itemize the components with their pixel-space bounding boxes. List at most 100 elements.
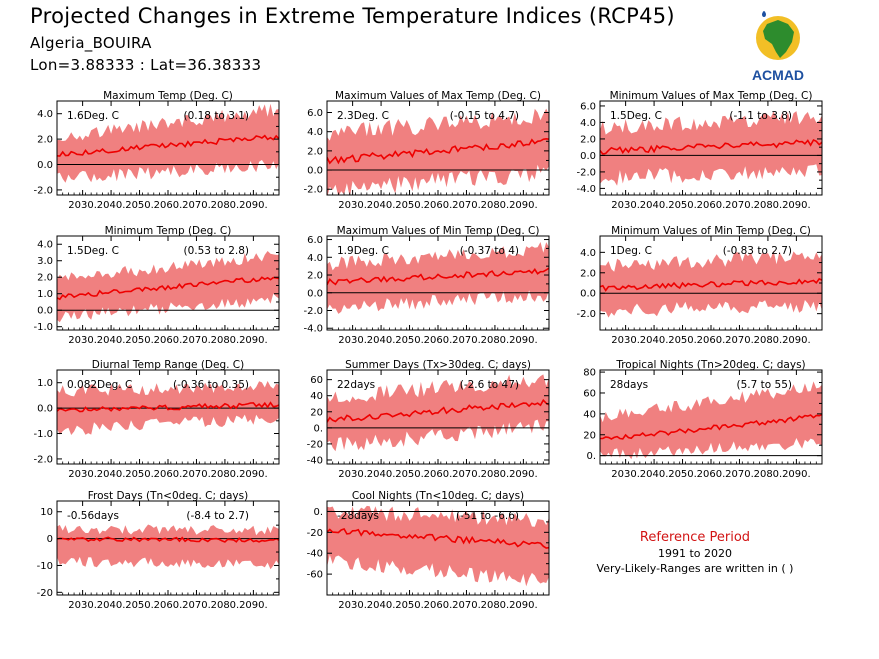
median-line	[600, 138, 822, 155]
x-tick-label: 2030.	[68, 600, 97, 611]
x-tick-label: 2030.	[338, 335, 367, 346]
likely-range-band	[600, 111, 822, 186]
chart-panel: -4.0 -2.0 0.0 2.0 4.0 6.0 2030. 2040. 2050. 2060.…	[576, 90, 823, 211]
y-tick-label: 80	[583, 368, 596, 379]
panel-title: Summer Days (Tx>30deg. C; days)	[345, 359, 531, 371]
x-tick-label: 2070.	[182, 200, 211, 211]
chart-panel: -4.0 -2.0 0.0 2.0 4.0 6.0 2030. 2040. 2050. 2060.…	[303, 225, 550, 346]
y-tick-label: 0.0	[580, 151, 596, 162]
x-tick-label: 2090.	[782, 335, 811, 346]
likely-range-band	[57, 103, 279, 183]
y-tick-label: 20	[310, 407, 323, 418]
y-tick-label: 60	[583, 388, 596, 399]
y-tick-label: 4.0	[580, 118, 596, 129]
likely-range-label: (-8.4 to 2.7)	[186, 510, 249, 522]
plot-area	[327, 374, 549, 452]
median-line	[327, 267, 549, 286]
likely-range-label: (0.18 to 3.1)	[184, 110, 250, 122]
header: Projected Changes in Extreme Temperature…	[0, 0, 879, 90]
change-value: 22days	[337, 379, 375, 391]
reference-info: Reference Period 1991 to 2020 Very-Likel…	[580, 530, 810, 575]
x-tick-label: 2070.	[452, 600, 481, 611]
likely-range-band	[327, 242, 549, 314]
likely-range-label: (-2.6 to 47)	[460, 379, 519, 391]
x-tick-label: 2060.	[154, 200, 183, 211]
panel-title: Minimum Values of Min Temp (Deg. C)	[611, 225, 811, 237]
panel-title: Diurnal Temp Range (Deg. C)	[92, 359, 244, 371]
y-tick-label: 2.0	[37, 273, 53, 284]
median-line	[327, 528, 549, 549]
y-tick-label: 4.0	[307, 127, 323, 138]
y-tick-label: -4.0	[576, 184, 596, 195]
acmad-logo: ACMAD	[752, 11, 804, 83]
x-tick-label: 2050.	[395, 335, 424, 346]
x-tick-label: 2080.	[481, 200, 510, 211]
x-tick-label: 2030.	[68, 335, 97, 346]
change-value: 28days	[610, 379, 648, 391]
chart-panel: -60 -40 -20 0. 2030. 2040. 2050. 2060. 2070. 2080…	[307, 490, 550, 611]
median-line	[57, 134, 279, 157]
y-tick-label: 4.0	[307, 253, 323, 264]
median-line	[57, 276, 279, 301]
plot-area	[600, 250, 822, 318]
y-tick-label: 6.0	[307, 235, 323, 246]
y-tick-label: 2.0	[37, 135, 53, 146]
raindrop-icon	[762, 11, 766, 17]
panel-title: Maximum Temp (Deg. C)	[103, 90, 233, 102]
median-line	[600, 277, 822, 292]
page-title: Projected Changes in Extreme Temperature…	[30, 4, 675, 28]
change-value: 1Deg. C	[610, 245, 652, 257]
x-tick-label: 2090.	[509, 200, 538, 211]
x-tick-label: 2070.	[182, 469, 211, 480]
x-tick-label: 2080.	[211, 335, 240, 346]
x-tick-label: 2060.	[154, 600, 183, 611]
y-tick-label: 10	[40, 507, 53, 518]
likely-range-label: (5.7 to 55)	[737, 379, 792, 391]
panel-title: Maximum Values of Max Temp (Deg. C)	[335, 90, 541, 102]
x-tick-label: 2060.	[154, 335, 183, 346]
x-tick-label: 2070.	[452, 335, 481, 346]
x-tick-label: 2030.	[338, 600, 367, 611]
y-tick-label: -20	[37, 588, 53, 599]
x-tick-label: 2060.	[697, 335, 726, 346]
y-tick-label: -4.0	[303, 324, 323, 335]
y-tick-label: 3.0	[37, 256, 53, 267]
y-tick-label: 0.	[313, 423, 323, 434]
y-tick-label: 4.0	[580, 248, 596, 259]
y-tick-label: 20	[583, 430, 596, 441]
x-tick-label: 2050.	[125, 469, 154, 480]
range-note: Very-Likely-Ranges are written in ( )	[596, 562, 794, 575]
x-tick-label: 2060.	[697, 200, 726, 211]
chart-panel: 0. 20 40 60 80 2030. 2040. 2050. 2060. 2070. 2080.…	[583, 359, 823, 480]
x-tick-label: 2070.	[725, 200, 754, 211]
x-tick-label: 2090.	[239, 200, 268, 211]
x-tick-label: 2040.	[367, 469, 396, 480]
x-tick-label: 2090.	[239, 600, 268, 611]
y-tick-label: 2.0	[307, 271, 323, 282]
x-tick-label: 2050.	[668, 335, 697, 346]
panel-title: Minimum Values of Max Temp (Deg. C)	[610, 90, 813, 102]
x-tick-label: 2080.	[211, 469, 240, 480]
x-tick-label: 2040.	[367, 600, 396, 611]
y-tick-label: 6.0	[307, 108, 323, 119]
chart-panel: -20 -10 0 10 2030. 2040. 2050. 2060. 2070. 2080. 2…	[37, 490, 280, 611]
change-value: -0.56days	[67, 510, 119, 522]
x-tick-label: 2060.	[424, 469, 453, 480]
panel-title: Cool Nights (Tn<10deg. C; days)	[352, 490, 524, 502]
x-tick-label: 2060.	[424, 200, 453, 211]
x-tick-label: 2090.	[509, 600, 538, 611]
y-tick-label: -20	[307, 439, 323, 450]
y-tick-label: 40	[310, 391, 323, 402]
x-tick-label: 2030.	[338, 200, 367, 211]
africa-icon	[763, 20, 794, 58]
plot-area	[57, 103, 279, 183]
chart-panel: -2.0 0.0 2.0 4.0 6.0 2030. 2040. 2050. 2060. 2070…	[303, 90, 550, 211]
change-value: 1.5Deg. C	[610, 110, 662, 122]
x-tick-label: 2070.	[725, 335, 754, 346]
x-tick-label: 2090.	[782, 200, 811, 211]
y-tick-label: 0.0	[37, 404, 53, 415]
